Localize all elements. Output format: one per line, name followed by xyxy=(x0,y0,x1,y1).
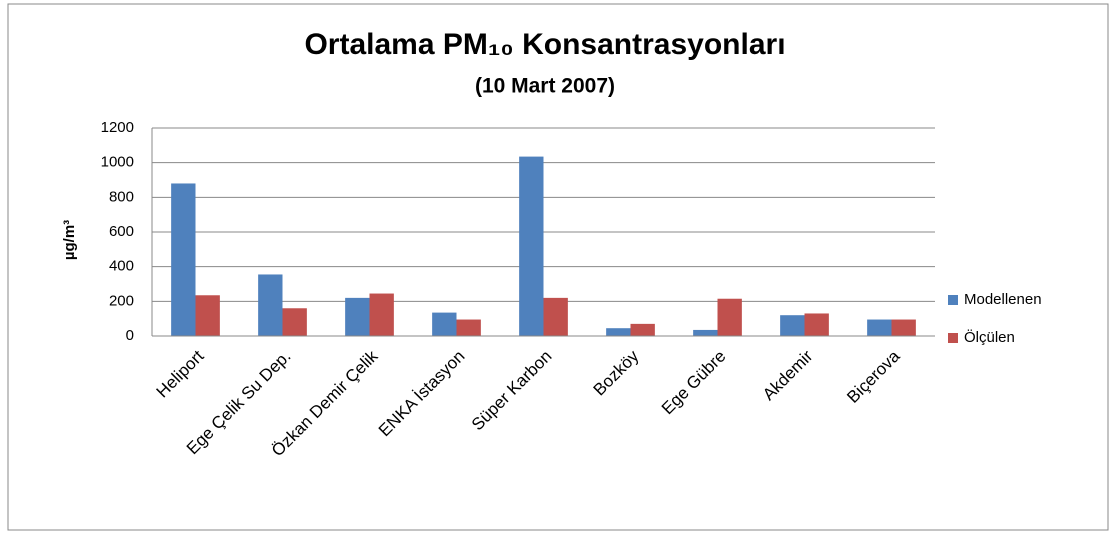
bar xyxy=(717,298,742,336)
y-tick-label: 400 xyxy=(109,258,134,275)
bar xyxy=(195,295,220,336)
y-tick-label: 200 xyxy=(109,292,134,309)
chart-subtitle: (10 Mart 2007) xyxy=(475,75,615,98)
x-tick-label: ENKA İstasyon xyxy=(375,347,469,441)
bar xyxy=(606,328,631,336)
x-tick-label: Biçerova xyxy=(843,346,904,407)
bar xyxy=(456,319,481,336)
bar xyxy=(345,297,370,336)
bar xyxy=(543,297,568,336)
bar xyxy=(519,156,544,336)
bar xyxy=(171,183,196,336)
bar xyxy=(780,315,805,336)
y-axis-label: µg/m³ xyxy=(61,220,78,260)
y-tick-label: 800 xyxy=(109,188,134,205)
legend-label: Ölçülen xyxy=(964,328,1015,346)
bar xyxy=(432,312,457,336)
bar xyxy=(693,329,718,336)
legend-swatch xyxy=(948,295,958,305)
y-tick-label: 1200 xyxy=(101,119,134,136)
y-tick-label: 600 xyxy=(109,223,134,240)
x-tick-label: Akdemir xyxy=(759,346,817,404)
x-tick-label: Heliport xyxy=(153,346,208,401)
x-tick-label: Ege Gübre xyxy=(658,347,730,419)
y-tick-label: 0 xyxy=(126,327,134,344)
bar xyxy=(867,319,892,336)
legend-swatch xyxy=(948,333,958,343)
chart-frame xyxy=(7,3,1109,531)
y-tick-label: 1000 xyxy=(101,154,134,171)
bar xyxy=(258,274,283,336)
bar xyxy=(630,323,655,336)
bar xyxy=(369,293,394,336)
x-tick-label: Süper Karbon xyxy=(468,347,556,435)
chart-title: Ortalama PM₁₀ Konsantrasyonları xyxy=(304,28,785,61)
bar xyxy=(282,308,307,336)
x-tick-label: Bozköy xyxy=(590,346,643,399)
bar xyxy=(804,313,829,336)
legend-label: Modellenen xyxy=(964,291,1042,308)
bar xyxy=(891,319,916,336)
